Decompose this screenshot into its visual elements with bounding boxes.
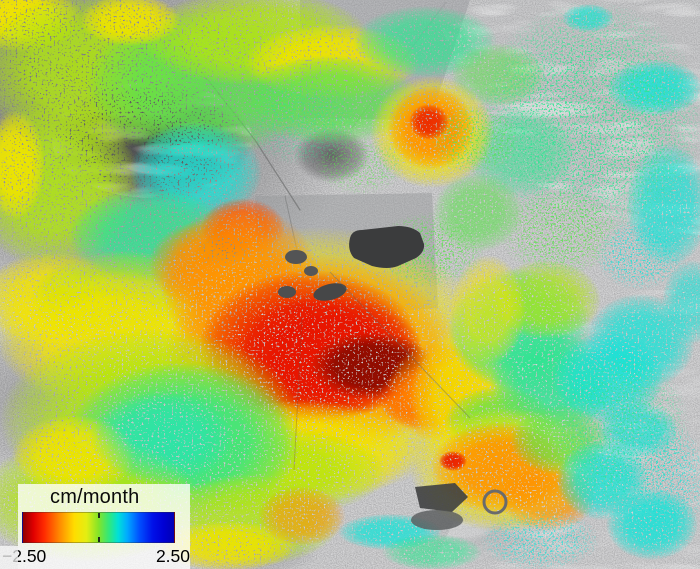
dark-fields	[415, 483, 468, 512]
ring-feature	[482, 489, 508, 515]
deformation-overlay-sparse	[240, 0, 700, 569]
legend-title: cm/month	[50, 486, 140, 508]
legend-colorbar	[22, 512, 175, 543]
legend-max-label: 2.50	[155, 546, 190, 566]
railway-line	[329, 271, 471, 419]
legend-labels: −2.50 2.50	[2, 547, 190, 565]
pond	[304, 266, 318, 276]
pond	[278, 286, 296, 298]
lake	[349, 226, 425, 268]
road-in-basin	[293, 317, 303, 471]
pond	[313, 283, 347, 301]
dark-field-strip	[411, 510, 463, 530]
legend-panel: cm/month −2.50 2.50	[2, 484, 190, 569]
colorbar-center-tick-bottom	[97, 537, 100, 542]
legend-panel-extension	[0, 546, 18, 569]
water-and-dark-features	[278, 226, 508, 530]
colorbar-center-tick-top	[97, 513, 100, 518]
pond	[285, 250, 307, 264]
